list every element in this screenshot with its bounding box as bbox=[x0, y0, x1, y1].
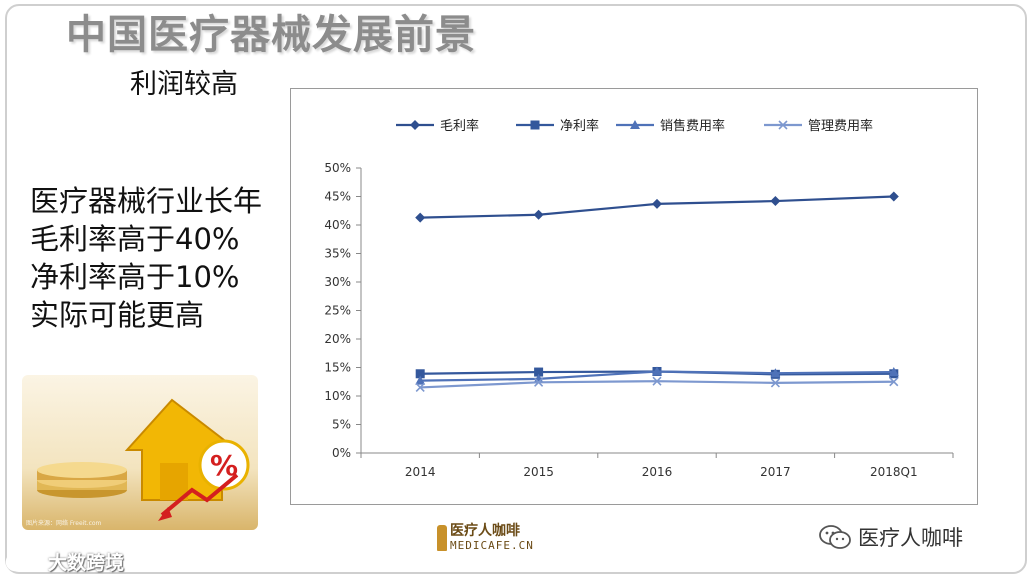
wechat-icon bbox=[819, 525, 851, 549]
y-tick-label: 50% bbox=[324, 161, 351, 175]
logo-chinese-name: 医疗人咖啡 bbox=[450, 523, 520, 539]
legend-marker bbox=[778, 120, 788, 130]
bullet-line: 净利率高于10% bbox=[30, 260, 240, 294]
legend-marker bbox=[410, 120, 420, 130]
legend-label: 管理费用率 bbox=[808, 118, 873, 134]
legend-marker bbox=[530, 120, 540, 130]
x-tick-label: 2018Q1 bbox=[870, 465, 918, 479]
logo-icon bbox=[5, 552, 39, 571]
wechat-account: 医疗人咖啡 bbox=[818, 522, 963, 552]
y-tick-label: 40% bbox=[324, 218, 351, 232]
y-tick-label: 45% bbox=[324, 190, 351, 204]
data-point bbox=[889, 377, 899, 387]
watermark: 大数跨境 bbox=[4, 548, 124, 575]
data-point bbox=[888, 367, 899, 377]
data-point bbox=[415, 369, 425, 379]
data-point bbox=[415, 382, 425, 393]
y-tick-label: 0% bbox=[332, 446, 351, 460]
y-tick-label: 35% bbox=[324, 247, 351, 261]
logo-mark-icon bbox=[437, 525, 447, 551]
logo-english-name: MEDICAFE.CN bbox=[450, 539, 534, 552]
data-point bbox=[534, 377, 544, 387]
y-tick-label: 5% bbox=[332, 418, 351, 432]
x-tick-label: 2017 bbox=[760, 465, 791, 479]
x-tick-label: 2014 bbox=[405, 465, 436, 479]
bullet-list: 医疗器械行业长年 毛利率高于40% 净利率高于10% 实际可能更高 bbox=[30, 182, 262, 334]
slide-title: 中国医疗器械发展前景 bbox=[66, 12, 476, 58]
data-point bbox=[888, 191, 899, 202]
legend-label: 净利率 bbox=[560, 118, 599, 134]
x-tick-label: 2016 bbox=[642, 465, 673, 479]
photo-caption: 图片来源：网络 Freeit.com bbox=[26, 520, 102, 527]
legend-label: 销售费用率 bbox=[660, 118, 725, 134]
bullet-line: 医疗器械行业长年 bbox=[30, 184, 263, 218]
logo-text-block: 医疗人咖啡 MEDICAFE.CN bbox=[450, 523, 534, 553]
slide-subtitle: 利润较高 bbox=[130, 69, 238, 100]
profit-illustration: % 图片来源：网络 Freeit.com bbox=[22, 375, 258, 530]
house-coins-percent-icon: % bbox=[37, 398, 250, 521]
medicafe-logo: 医疗人咖啡 MEDICAFE.CN bbox=[437, 524, 534, 552]
data-point bbox=[652, 198, 662, 209]
data-point bbox=[534, 367, 544, 377]
y-tick-label: 25% bbox=[324, 304, 351, 318]
data-point bbox=[770, 196, 781, 207]
data-point bbox=[533, 209, 544, 220]
y-tick-label: 15% bbox=[324, 361, 351, 375]
data-point bbox=[652, 366, 662, 376]
y-tick-label: 10% bbox=[324, 389, 351, 403]
data-point bbox=[770, 368, 781, 378]
data-point bbox=[652, 376, 662, 386]
legend-marker bbox=[630, 120, 640, 129]
wechat-account-name: 医疗人咖啡 bbox=[858, 526, 963, 550]
x-tick-label: 2015 bbox=[523, 465, 554, 479]
y-tick-label: 30% bbox=[324, 275, 351, 289]
bullet-line: 实际可能更高 bbox=[30, 298, 205, 332]
data-point bbox=[415, 375, 426, 385]
data-point bbox=[415, 212, 426, 223]
y-tick-label: 20% bbox=[324, 332, 351, 346]
data-point bbox=[770, 378, 780, 388]
legend-label: 毛利率 bbox=[440, 118, 479, 134]
chart-frame: 0% 5% 10% 15% 20% 25% 30% 35% 40% 45% 50% 2014 2015 2… bbox=[290, 88, 978, 505]
bullet-line: 毛利率高于40% bbox=[30, 222, 240, 256]
watermark-text: 大数跨境 bbox=[48, 552, 125, 574]
line-chart: 0% 5% 10% 15% 20% 25% 30% 35% 40% 45% 50% 2014 2015 2… bbox=[324, 118, 954, 479]
